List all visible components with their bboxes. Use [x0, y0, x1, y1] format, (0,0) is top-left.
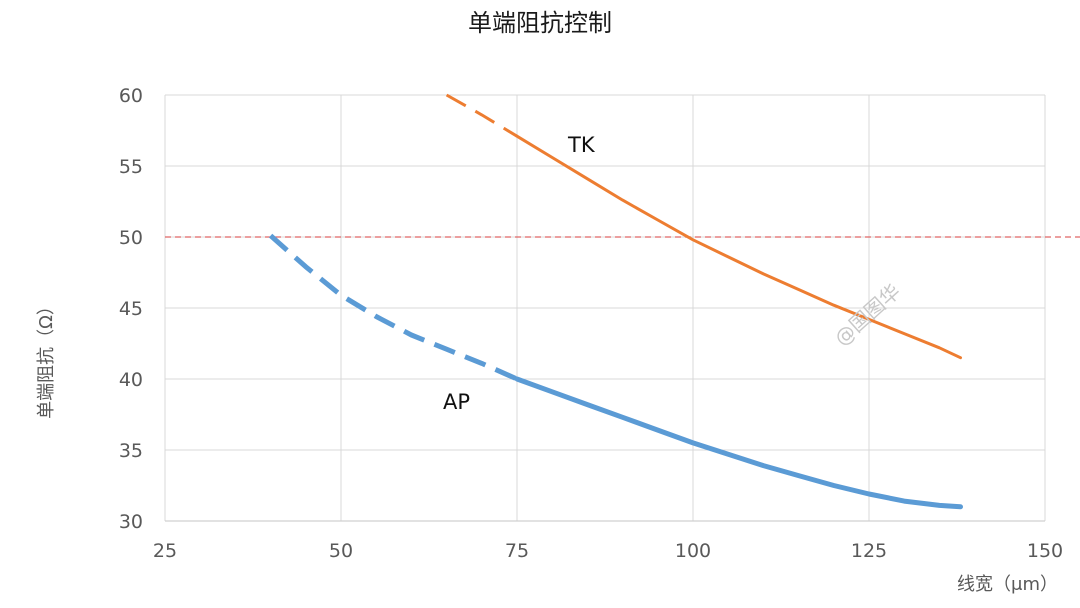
- y-tick-label: 45: [119, 298, 143, 320]
- series-label-tk: TK: [567, 133, 596, 157]
- watermark-text: @国图华: [830, 279, 906, 350]
- y-tick-label: 40: [119, 369, 143, 391]
- y-tick-label: 35: [119, 440, 143, 462]
- series-label-ap: AP: [443, 390, 470, 414]
- x-tick-label: 100: [675, 540, 711, 562]
- series-ap-dashed-line: [268, 233, 519, 382]
- x-tick-label: 25: [153, 540, 177, 562]
- series-ap-solid-line: [514, 376, 963, 510]
- y-tick-label: 50: [119, 227, 143, 249]
- x-tick-label: 150: [1027, 540, 1063, 562]
- series-lines: TK AP: [268, 93, 963, 510]
- y-axis-label: 单端阻抗（Ω）: [36, 297, 57, 419]
- series-tk-dashed-line: [445, 93, 518, 138]
- grid-lines: [164, 94, 1046, 522]
- series-tk-solid-line: [515, 134, 962, 360]
- x-tick-label: 50: [329, 540, 353, 562]
- x-tick-label: 75: [505, 540, 529, 562]
- y-tick-label: 30: [119, 511, 143, 533]
- tick-labels: 30 35 40 45 50 55 60 25 50 75 100 125 150: [119, 85, 1063, 562]
- y-tick-label: 55: [119, 156, 143, 178]
- x-tick-label: 125: [851, 540, 887, 562]
- y-tick-label: 60: [119, 85, 143, 107]
- x-axis-label: 线宽（μm）: [957, 574, 1058, 595]
- chart-title: 单端阻抗控制: [468, 9, 612, 37]
